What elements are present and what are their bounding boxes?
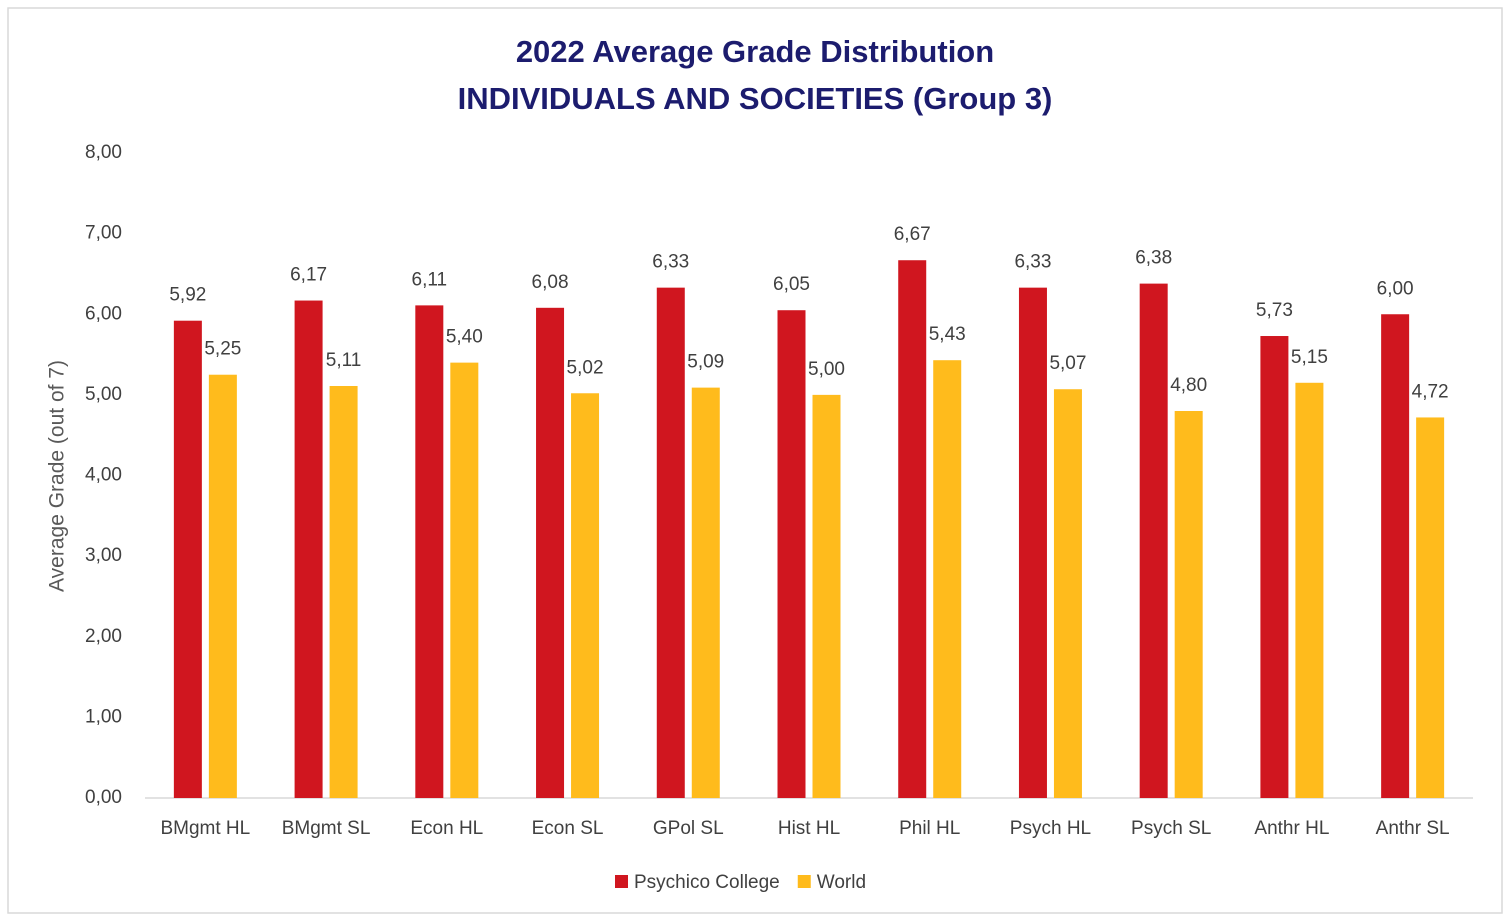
y-tick-label: 1,00 xyxy=(85,706,122,727)
bar xyxy=(294,300,323,798)
data-label: 6,11 xyxy=(412,269,448,290)
data-label: 5,25 xyxy=(204,339,241,360)
bar xyxy=(536,307,565,798)
bar xyxy=(1260,336,1289,798)
bar xyxy=(1295,382,1324,798)
bar xyxy=(450,362,479,798)
chart-subtitle: INDIVIDUALS AND SOCIETIES (Group 3) xyxy=(458,81,1053,116)
legend-swatch xyxy=(797,875,811,888)
data-label: 5,02 xyxy=(567,357,604,378)
x-tick-label: BMgmt HL xyxy=(160,818,250,839)
bar xyxy=(1416,417,1445,798)
data-label: 4,72 xyxy=(1412,381,1449,402)
chart-title: 2022 Average Grade Distribution xyxy=(516,34,994,69)
x-tick-label: GPol SL xyxy=(653,818,724,839)
bar xyxy=(173,320,202,798)
bar xyxy=(1018,287,1047,798)
data-label: 6,17 xyxy=(290,265,327,286)
data-label: 5,43 xyxy=(929,324,966,345)
bar xyxy=(1139,283,1168,798)
data-label: 5,15 xyxy=(1291,347,1328,368)
x-tick-label: Hist HL xyxy=(778,818,840,839)
bar xyxy=(898,260,927,798)
legend-label: Psychico College xyxy=(634,872,780,893)
data-label: 4,80 xyxy=(1170,375,1207,396)
bar xyxy=(777,310,806,798)
bar xyxy=(1053,389,1082,798)
bar xyxy=(691,387,720,798)
x-tick-label: Econ SL xyxy=(532,818,604,839)
data-label: 5,07 xyxy=(1049,353,1086,374)
legend-label: World xyxy=(817,872,866,893)
y-tick-label: 5,00 xyxy=(85,384,122,405)
x-tick-label: Psych HL xyxy=(1010,818,1091,839)
x-tick-label: Psych SL xyxy=(1131,818,1211,839)
bar xyxy=(208,374,237,798)
x-tick-label: Phil HL xyxy=(899,818,960,839)
bar xyxy=(656,287,685,798)
bar xyxy=(933,360,962,798)
data-label: 5,92 xyxy=(169,285,206,306)
bar xyxy=(812,394,841,798)
chart-border xyxy=(7,7,1503,914)
y-axis-label: Average Grade (out of 7) xyxy=(46,360,69,592)
bar xyxy=(1174,411,1203,798)
data-label: 5,73 xyxy=(1256,300,1293,321)
y-tick-label: 8,00 xyxy=(85,142,122,163)
x-tick-label: Econ HL xyxy=(410,818,483,839)
data-label: 6,08 xyxy=(532,272,569,293)
data-label: 5,11 xyxy=(326,350,362,371)
bar xyxy=(415,305,444,798)
data-label: 6,05 xyxy=(773,274,810,295)
x-tick-label: Anthr SL xyxy=(1376,818,1450,839)
legend-swatch xyxy=(615,875,628,888)
y-tick-label: 4,00 xyxy=(85,465,122,486)
y-tick-label: 3,00 xyxy=(85,545,122,566)
y-tick-label: 0,00 xyxy=(85,787,122,808)
data-label: 6,00 xyxy=(1377,278,1414,299)
y-tick-label: 7,00 xyxy=(85,223,122,244)
data-label: 5,09 xyxy=(687,352,724,373)
data-label: 6,67 xyxy=(894,224,931,245)
bar xyxy=(329,386,358,798)
data-label: 6,33 xyxy=(652,252,689,273)
data-label: 6,33 xyxy=(1014,252,1051,273)
x-tick-label: Anthr HL xyxy=(1254,818,1329,839)
y-tick-label: 6,00 xyxy=(85,303,122,324)
bar xyxy=(1381,314,1410,798)
y-tick-label: 2,00 xyxy=(85,626,122,647)
x-tick-label: BMgmt SL xyxy=(282,818,371,839)
data-label: 5,00 xyxy=(808,359,845,380)
data-label: 5,40 xyxy=(446,327,483,348)
data-label: 6,38 xyxy=(1135,248,1172,269)
bar xyxy=(571,393,600,798)
